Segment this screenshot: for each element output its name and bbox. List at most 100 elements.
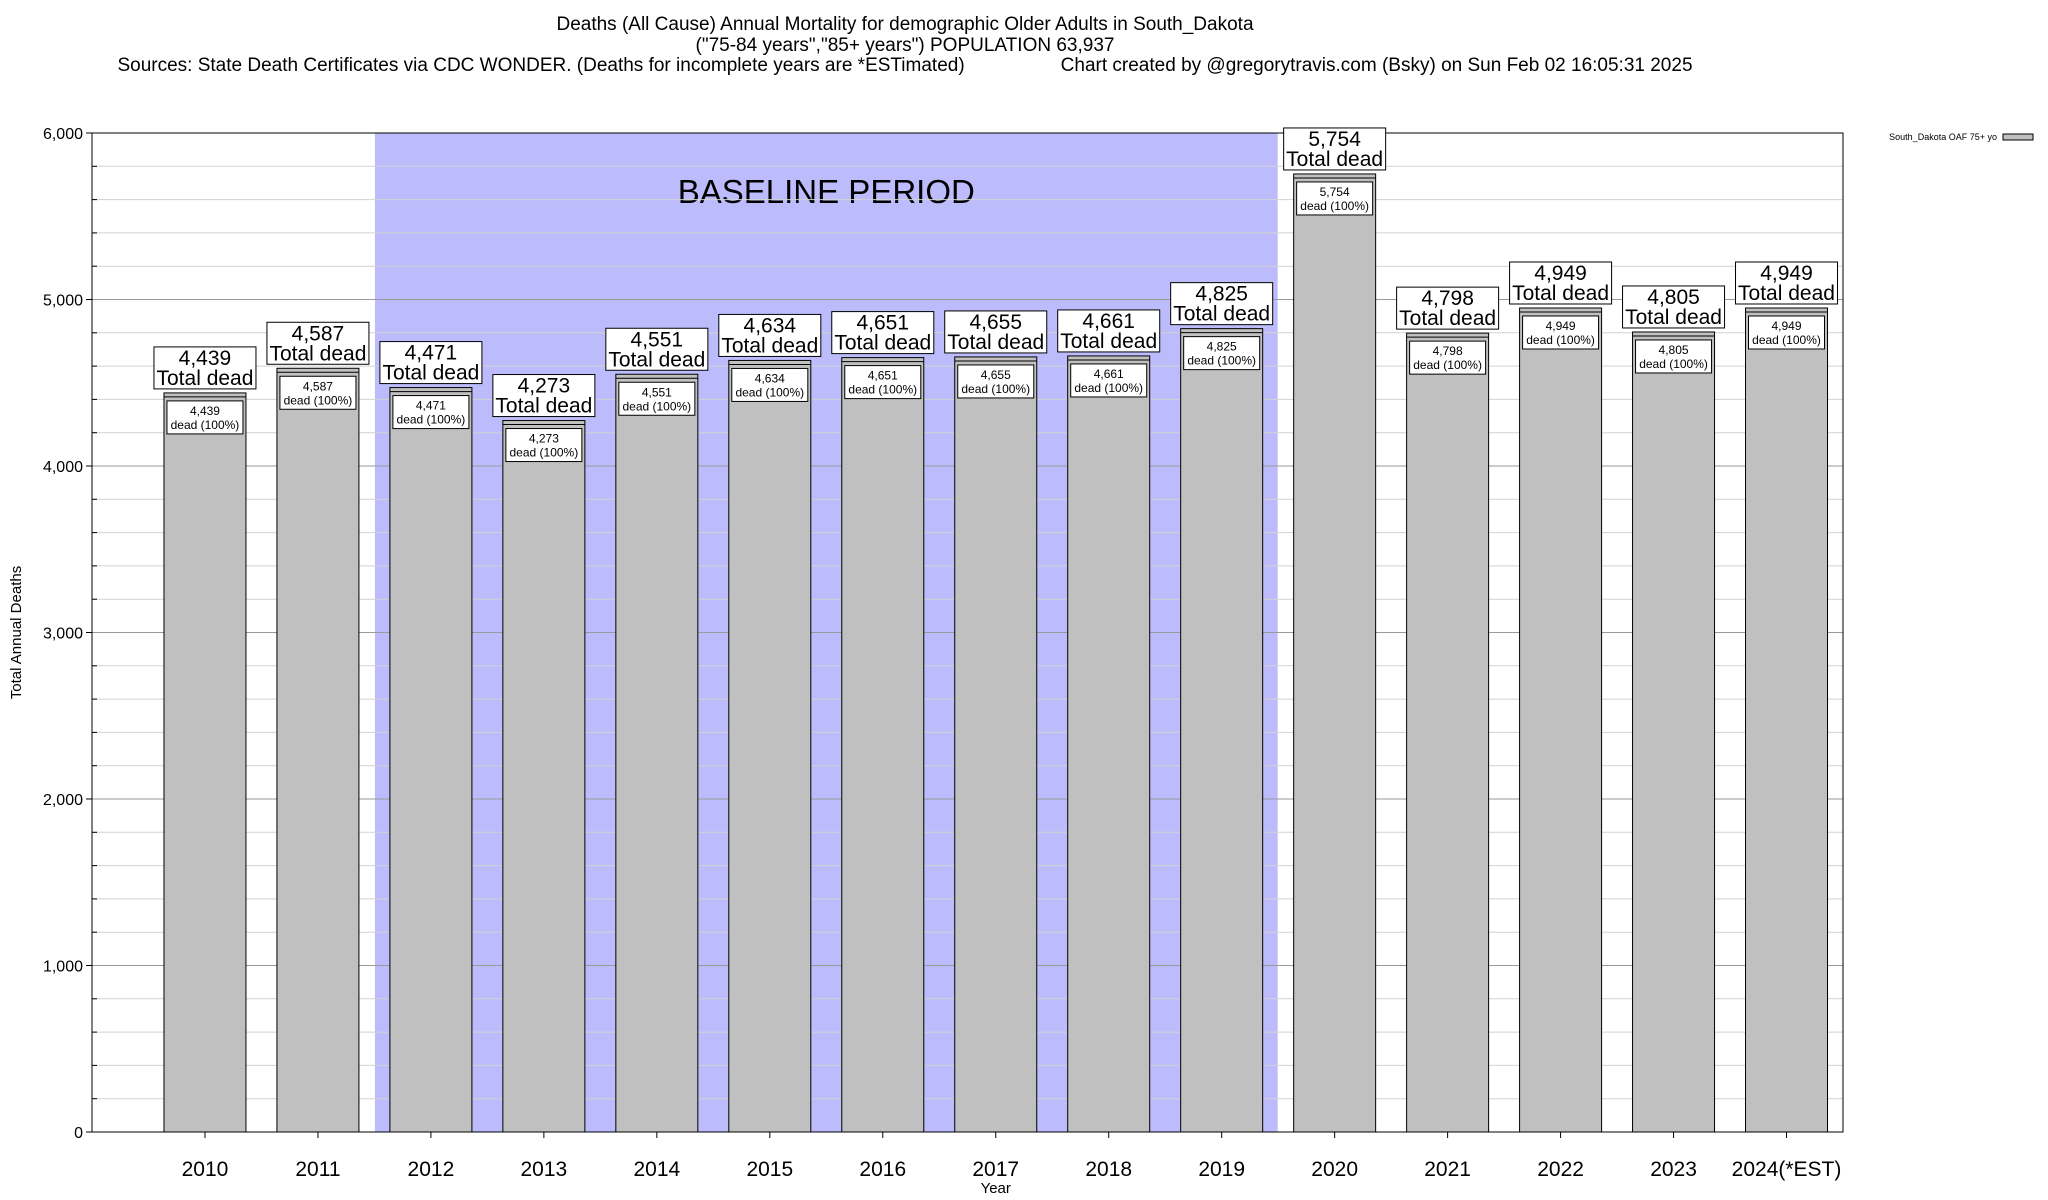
inner-label-box [957,364,1035,399]
total-dead-label: Total dead [1738,282,1835,305]
inner-value-label: 4,655 [981,368,1011,382]
y-tick-label: 6,000 [43,126,83,143]
inner-value-label: 4,949 [1772,319,1802,333]
chart-title: Deaths (All Cause) Annual Mortality for … [556,14,1254,35]
total-dead-label: Total dead [1625,306,1722,329]
inner-value-label: 4,805 [1659,343,1689,357]
total-value-label: 4,805 [1647,286,1700,309]
inner-label-box [1070,363,1148,398]
chart-subtitle: ("75-84 years","85+ years") POPULATION 6… [695,35,1115,56]
bar [1406,332,1490,1133]
x-tick-label: 2023 [1650,1158,1697,1181]
total-label-box [831,311,935,355]
x-tick-label: 2016 [859,1158,906,1181]
inner-value-label: 4,651 [868,369,898,383]
inner-value-label: 4,471 [416,399,446,413]
inner-value-label: 4,551 [642,385,672,399]
total-dead-label: Total dead [1286,148,1383,171]
x-tick-label: 2012 [408,1158,455,1181]
total-dead-label: Total dead [834,332,931,355]
total-value-label: 4,949 [1760,262,1813,285]
total-label-box [379,341,483,385]
y-tick-label: 4,000 [43,459,83,476]
inner-dead-label: dead (100%) [1074,381,1143,395]
chart-sources: Sources: State Death Certificates via CD… [117,55,965,76]
total-label-box [1622,285,1726,329]
total-dead-label: Total dead [947,331,1044,354]
bar [841,357,925,1133]
total-label-box [1509,261,1613,305]
x-tick-label: 2021 [1424,1158,1471,1181]
y-tick-label: 3,000 [43,626,83,643]
inner-value-label: 4,949 [1546,319,1576,333]
inner-label-box [166,400,244,435]
inner-dead-label: dead (100%) [735,385,804,399]
bar [1632,331,1716,1133]
y-tick-label: 0 [74,1125,83,1142]
inner-label-box [1522,315,1600,350]
inner-label-box [392,395,470,430]
x-tick-label: 2024(*EST) [1732,1158,1842,1181]
inner-dead-label: dead (100%) [1413,358,1482,372]
bar [1745,307,1829,1133]
bar [276,367,360,1133]
bar [954,356,1038,1133]
inner-label-box [1635,339,1713,374]
inner-dead-label: dead (100%) [510,446,579,460]
inner-label-box [505,428,583,463]
total-value-label: 4,634 [744,314,797,337]
x-tick-label: 2018 [1085,1158,1132,1181]
total-label-box [605,327,709,371]
total-label-box [1057,309,1161,353]
bar [163,392,247,1133]
total-value-label: 4,798 [1421,287,1474,310]
total-label-box [1170,282,1274,326]
total-label-box [153,346,257,390]
inner-label-box [1409,340,1487,375]
inner-value-label: 4,661 [1094,367,1124,381]
inner-dead-label: dead (100%) [1752,333,1821,347]
total-value-label: 4,949 [1534,262,1587,285]
inner-value-label: 4,587 [303,379,333,393]
total-label-box [718,313,822,357]
x-tick-label: 2014 [633,1158,680,1181]
bar [1519,307,1603,1133]
total-dead-label: Total dead [721,334,818,357]
y-tick-label: 1,000 [43,959,83,976]
total-label-box [1396,286,1500,330]
inner-label-box [1296,181,1374,216]
total-value-label: 4,661 [1082,310,1135,333]
inner-dead-label: dead (100%) [1300,199,1369,213]
x-tick-label: 2020 [1311,1158,1358,1181]
total-dead-label: Total dead [157,367,254,390]
inner-value-label: 4,825 [1207,340,1237,354]
total-dead-label: Total dead [382,362,479,385]
total-dead-label: Total dead [608,348,705,371]
inner-label-box [1748,315,1826,350]
inner-label-box [844,365,922,400]
total-label-box [1283,127,1387,171]
bar [1067,355,1151,1133]
total-value-label: 4,471 [405,342,458,365]
inner-dead-label: dead (100%) [284,393,353,407]
inner-dead-label: dead (100%) [848,383,917,397]
inner-value-label: 4,798 [1433,344,1463,358]
bar [1180,328,1264,1133]
legend-label: South_Dakota OAF 75+ yo [1889,132,1997,142]
total-value-label: 4,439 [179,347,232,370]
bar [502,420,586,1133]
inner-dead-label: dead (100%) [1187,354,1256,368]
chart-credit: Chart created by @gregorytravis.com (Bsk… [1060,55,1693,76]
inner-dead-label: dead (100%) [397,413,466,427]
chart-source-line: Sources: State Death Certificates via CD… [0,55,1810,76]
y-tick-label: 5,000 [43,293,83,310]
bar [389,387,473,1133]
x-tick-label: 2019 [1198,1158,1245,1181]
total-value-label: 5,754 [1308,128,1361,151]
total-label-box [944,310,1048,354]
inner-dead-label: dead (100%) [171,418,240,432]
total-dead-label: Total dead [269,342,366,365]
bar [615,373,699,1133]
total-dead-label: Total dead [1399,307,1496,330]
